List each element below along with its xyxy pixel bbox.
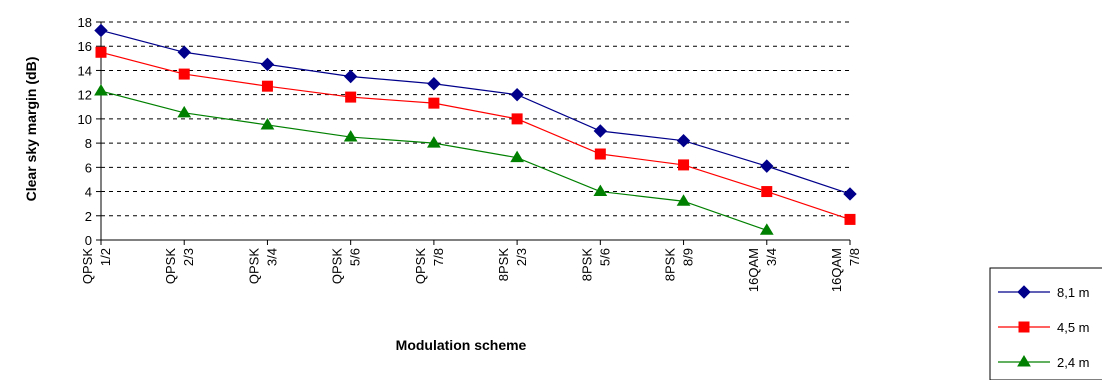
legend-label: 4,5 m <box>1057 320 1090 335</box>
x-tick-label: 8PSK 5/6 <box>579 248 612 282</box>
data-point <box>345 91 357 103</box>
data-point <box>1017 285 1031 299</box>
x-tick-label: 16QAM 7/8 <box>829 248 862 292</box>
x-tick-label-modulation: 16QAM <box>829 248 844 292</box>
legend-item: 4,5 m <box>998 320 1090 335</box>
x-tick-label-modulation: QPSK <box>163 248 178 284</box>
x-tick-label-rate: 2/3 <box>514 248 529 266</box>
x-tick-label-modulation: 8PSK <box>663 248 678 282</box>
data-point <box>94 84 108 96</box>
data-point <box>177 45 191 59</box>
data-point <box>510 87 524 102</box>
y-tick-label: 12 <box>78 88 92 103</box>
x-tick-label-rate: 5/6 <box>348 248 363 266</box>
gridlines <box>101 21 850 217</box>
x-tick-label: 8PSK 8/9 <box>663 248 696 282</box>
data-point <box>593 184 608 197</box>
y-tick-label: 4 <box>85 185 92 200</box>
data-point <box>844 213 856 225</box>
data-point <box>676 194 691 206</box>
x-tick-label-modulation: QPSK <box>330 248 345 284</box>
series-2-4-m <box>94 84 774 235</box>
data-point <box>428 97 440 109</box>
legend-label: 8,1 m <box>1057 285 1090 300</box>
data-point <box>261 80 273 92</box>
y-tick-label: 18 <box>78 15 92 30</box>
x-tick-label: 16QAM 3/4 <box>746 248 779 292</box>
data-point <box>676 133 691 148</box>
data-point <box>94 23 108 38</box>
data-point <box>511 113 523 125</box>
x-tick-label-modulation: 8PSK <box>579 248 594 282</box>
data-point <box>178 68 190 80</box>
series-4-5-m <box>95 46 856 225</box>
data-point <box>177 105 192 118</box>
x-tick-label-rate: 3/4 <box>264 248 279 266</box>
y-tick-label: 14 <box>78 63 92 78</box>
series-8-1-m <box>94 23 857 201</box>
x-tick-label-modulation: QPSK <box>246 248 261 284</box>
x-tick-label: QPSK 3/4 <box>246 248 279 284</box>
x-axis-tick-labels: QPSK 1/2 QPSK 2/3 QPSK 3/4 QPSK 5/6 QPSK 7/8 8PSK 2… <box>80 248 862 292</box>
data-point <box>760 159 774 173</box>
data-point <box>759 223 774 235</box>
data-point <box>678 159 690 171</box>
series-line <box>100 29 851 195</box>
data-point <box>260 117 275 130</box>
y-tick-label: 8 <box>85 136 92 151</box>
x-tick-label-rate: 1/2 <box>98 248 113 266</box>
series-line <box>100 51 851 220</box>
legend-item: 2,4 m <box>998 355 1090 370</box>
y-tick-label: 6 <box>85 160 92 175</box>
data-point <box>843 187 857 201</box>
legend-label: 2,4 m <box>1057 355 1090 370</box>
axes <box>96 21 851 245</box>
y-tick-label: 16 <box>78 39 92 54</box>
legend: 8,1 m 4,5 m 2,4 m <box>989 267 1102 380</box>
y-tick-label: 0 <box>85 233 92 248</box>
data-point <box>343 69 358 84</box>
x-tick-label-rate: 2/3 <box>181 248 196 266</box>
x-tick-label: 8PSK 2/3 <box>496 248 529 282</box>
x-tick-label-rate: 5/6 <box>597 248 612 266</box>
data-point <box>761 186 773 198</box>
legend-box <box>989 267 1102 380</box>
x-tick-label-modulation: 16QAM <box>746 248 761 292</box>
data-point <box>343 130 358 142</box>
x-tick-label: QPSK 2/3 <box>163 248 196 284</box>
data-point <box>1018 321 1030 333</box>
x-tick-label-rate: 3/4 <box>764 248 779 266</box>
x-tick-label: QPSK 7/8 <box>413 248 446 284</box>
x-tick-label-modulation: QPSK <box>80 248 95 284</box>
data-point <box>427 136 441 148</box>
x-tick-label-rate: 8/9 <box>681 248 696 266</box>
data-point <box>95 46 107 58</box>
legend-item: 8,1 m <box>998 285 1090 300</box>
y-tick-label: 2 <box>85 209 92 224</box>
x-tick-label-modulation: 8PSK <box>496 248 511 282</box>
data-point <box>427 77 441 91</box>
x-tick-label-modulation: QPSK <box>413 248 428 284</box>
x-tick-label: QPSK 1/2 <box>80 248 113 284</box>
data-point <box>510 150 524 163</box>
y-tick-label: 10 <box>78 112 92 127</box>
x-tick-label: QPSK 5/6 <box>330 248 363 284</box>
data-point <box>594 148 606 160</box>
x-tick-label-rate: 7/8 <box>431 248 446 266</box>
y-axis-title: Clear sky margin (dB) <box>23 57 39 202</box>
series-line <box>100 90 767 231</box>
data-point <box>1017 355 1031 367</box>
data-point <box>260 57 275 72</box>
y-axis-tick-labels: 0 2 4 6 8 10 12 14 16 18 <box>78 15 92 248</box>
x-tick-label-rate: 7/8 <box>847 248 862 266</box>
data-point <box>593 124 608 138</box>
x-axis-title: Modulation scheme <box>396 337 527 353</box>
data-series <box>94 23 857 235</box>
